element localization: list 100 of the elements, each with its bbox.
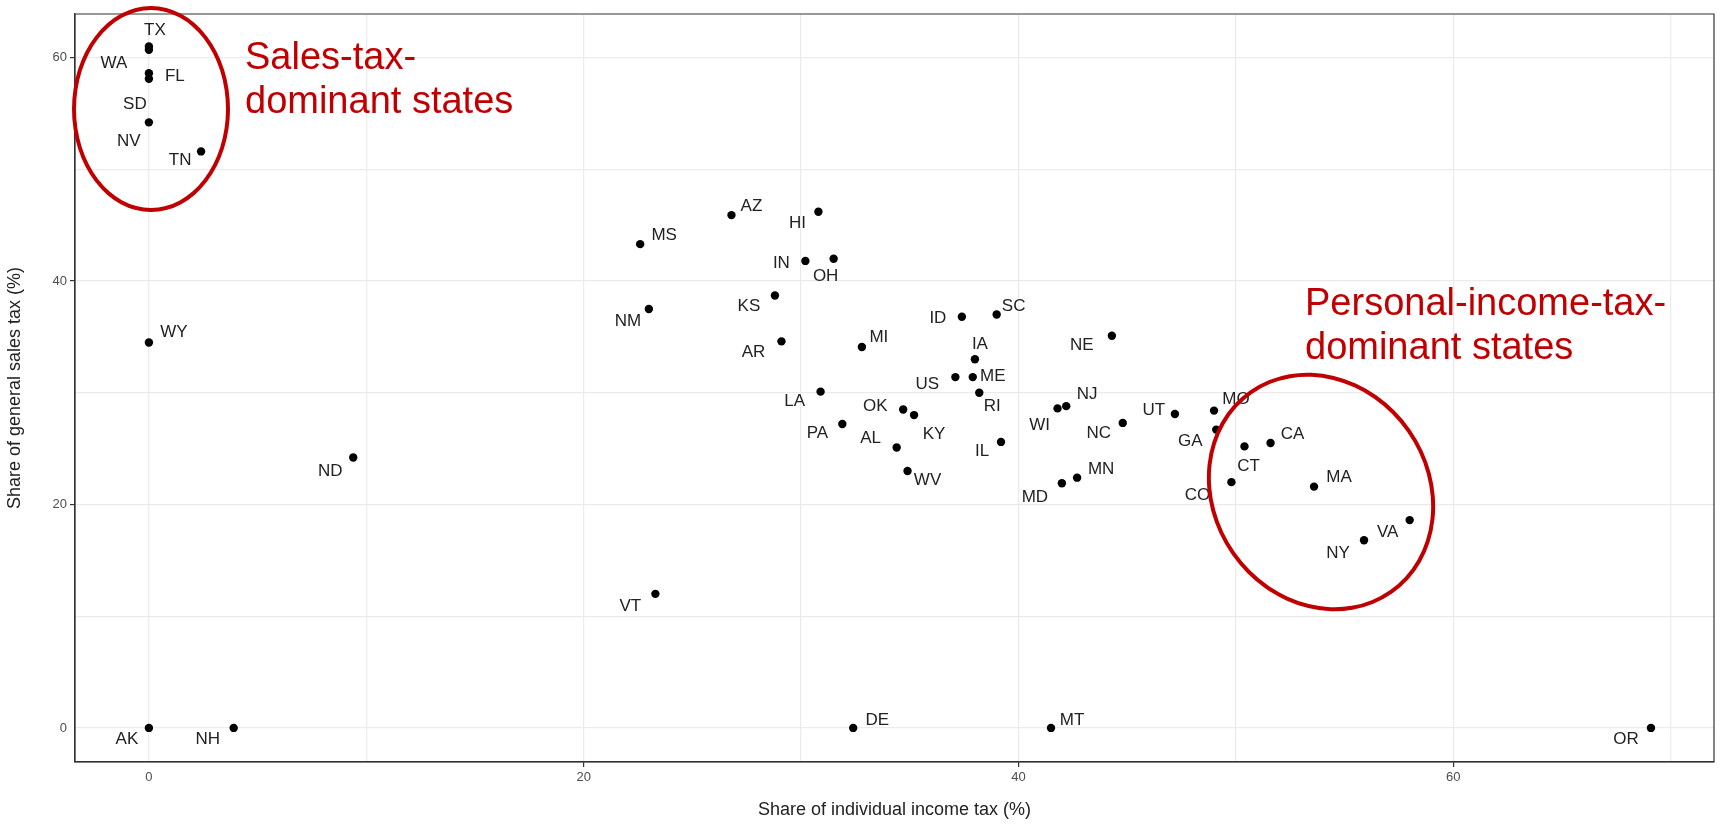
annotation: MI: [869, 326, 889, 346]
annotation: FL: [164, 65, 185, 85]
annotation: WI: [1029, 415, 1050, 435]
point: [349, 453, 358, 462]
annotation: LA: [784, 391, 806, 411]
y-tick-label: 20: [52, 496, 67, 512]
point: [1072, 473, 1082, 482]
point: [1107, 331, 1117, 340]
annotation: TN: [168, 150, 192, 170]
annotation: NJ: [1076, 383, 1098, 403]
annotation: NH: [195, 728, 220, 748]
point: [1170, 409, 1180, 419]
annotation: SC: [1001, 296, 1026, 316]
point: [814, 207, 823, 216]
point: [909, 410, 919, 420]
annotation: Sales-tax-dominant states: [245, 34, 515, 122]
annotation: RI: [983, 396, 1001, 416]
point: [957, 312, 967, 321]
point: [635, 239, 645, 249]
point: [1053, 404, 1062, 413]
point: [968, 372, 977, 382]
annotation: SD: [123, 94, 147, 114]
point: [892, 443, 901, 452]
y-tick-label: 0: [59, 719, 67, 735]
annotation: CO: [1184, 484, 1211, 504]
annotation: IL: [974, 440, 990, 460]
point: [849, 723, 858, 733]
annotation: ND: [317, 461, 343, 481]
point: [975, 388, 984, 397]
point: [1118, 418, 1127, 428]
point: [838, 419, 847, 429]
point: [1405, 515, 1414, 525]
annotation: NM: [614, 310, 642, 330]
annotation: OK: [862, 396, 889, 416]
y-tick-label: 40: [52, 272, 67, 288]
annotation: IN: [772, 252, 790, 272]
point: [1062, 401, 1071, 411]
point: [229, 723, 238, 733]
annotation: MT: [1059, 709, 1085, 729]
annotation: ME: [980, 365, 1006, 385]
point: [777, 337, 786, 346]
point: [996, 437, 1006, 447]
annotation: PA: [806, 422, 829, 442]
y-tick-label: 60: [52, 49, 67, 65]
point: [1057, 479, 1067, 488]
annotation: OR: [1613, 728, 1639, 748]
point: [970, 355, 980, 364]
annotation: WA: [100, 53, 128, 73]
point: [1266, 438, 1275, 448]
annotation: NY: [1326, 542, 1350, 562]
annotation: HI: [788, 213, 806, 233]
point: [651, 589, 660, 599]
annotation: VA: [1376, 521, 1400, 541]
annotation: CT: [1237, 456, 1260, 476]
point: [144, 338, 154, 347]
annotation: Personal-income-tax-dominant states: [1305, 280, 1668, 368]
point: [1240, 442, 1249, 451]
annotation: MS: [651, 224, 677, 244]
x-tick-label: 60: [1445, 769, 1461, 785]
annotation: NC: [1086, 422, 1112, 442]
x-axis-title: Share of individual income tax (%): [757, 799, 1032, 820]
point: [144, 74, 154, 83]
point: [144, 118, 154, 127]
point: [801, 256, 810, 266]
point: [992, 310, 1001, 319]
point: [1309, 482, 1319, 491]
annotation: MD: [1021, 486, 1049, 506]
annotation: ID: [929, 308, 947, 328]
point: [899, 405, 908, 414]
annotation: AR: [741, 342, 766, 362]
point: [196, 147, 206, 156]
annotation: AK: [115, 728, 139, 748]
point: [857, 342, 867, 352]
annotation: IA: [971, 333, 989, 353]
annotation: WV: [913, 469, 942, 489]
x-tick-label: 0: [145, 769, 153, 785]
y-axis-title: Share of general sales tax (%): [3, 266, 24, 510]
annotation: KY: [922, 423, 946, 443]
annotation: WY: [160, 322, 188, 342]
annotation: VT: [619, 595, 642, 615]
x-tick-label: 40: [1011, 769, 1026, 785]
x-tick-label: 20: [576, 769, 591, 785]
point: [951, 372, 960, 382]
point: [1209, 406, 1219, 415]
point: [144, 723, 154, 733]
point: [903, 466, 912, 476]
point: [770, 291, 780, 300]
annotation: MN: [1087, 459, 1115, 479]
annotation: NE: [1070, 335, 1094, 355]
annotation: US: [915, 373, 940, 393]
point: [816, 387, 825, 396]
point: [1359, 536, 1369, 545]
point: [1646, 723, 1656, 733]
annotation: CA: [1280, 423, 1306, 443]
annotation: GA: [1177, 431, 1204, 451]
annotation: UT: [1142, 399, 1166, 419]
point: [644, 304, 654, 314]
point: [829, 254, 838, 263]
annotation: DE: [865, 709, 890, 729]
annotation: AZ: [740, 195, 763, 215]
